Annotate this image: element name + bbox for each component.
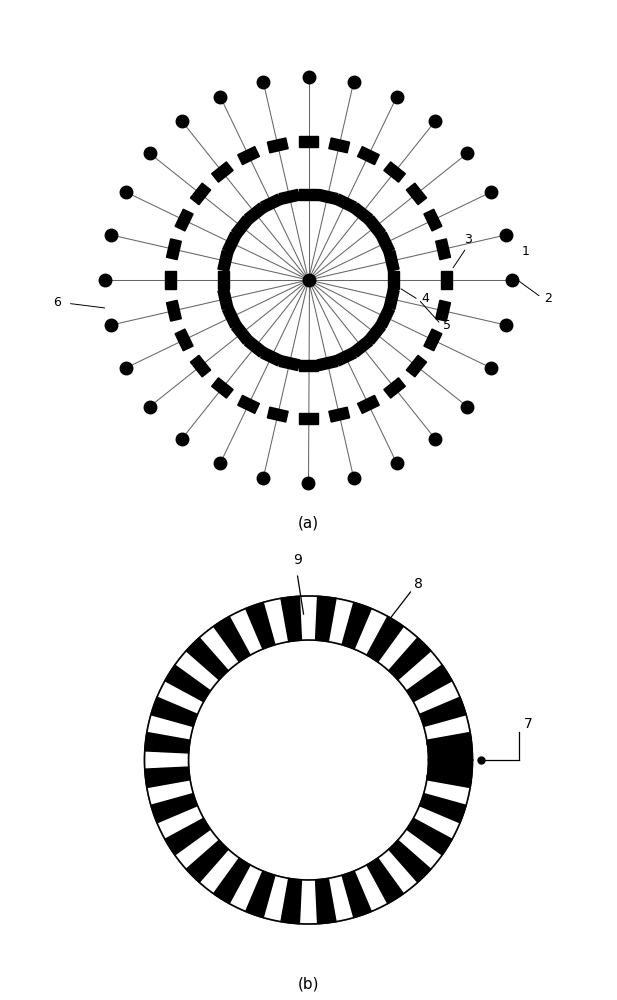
Polygon shape bbox=[238, 395, 259, 413]
Polygon shape bbox=[299, 189, 318, 200]
Polygon shape bbox=[358, 395, 379, 413]
Polygon shape bbox=[231, 609, 262, 654]
Polygon shape bbox=[355, 866, 386, 911]
Polygon shape bbox=[232, 322, 252, 344]
Polygon shape bbox=[167, 300, 181, 321]
Polygon shape bbox=[399, 830, 441, 868]
Polygon shape bbox=[399, 652, 441, 690]
Polygon shape bbox=[384, 378, 405, 398]
Polygon shape bbox=[436, 300, 450, 321]
Polygon shape bbox=[299, 136, 318, 147]
Polygon shape bbox=[176, 652, 218, 690]
Polygon shape bbox=[300, 596, 317, 640]
Text: 4: 4 bbox=[421, 292, 429, 305]
Polygon shape bbox=[175, 209, 193, 231]
Polygon shape bbox=[317, 356, 338, 371]
Polygon shape bbox=[300, 880, 317, 924]
Polygon shape bbox=[176, 830, 218, 868]
Polygon shape bbox=[201, 627, 238, 670]
Polygon shape bbox=[329, 599, 352, 644]
Polygon shape bbox=[329, 876, 352, 921]
Polygon shape bbox=[329, 138, 350, 153]
Polygon shape bbox=[351, 337, 373, 357]
Polygon shape bbox=[376, 306, 394, 328]
Polygon shape bbox=[436, 239, 450, 260]
Polygon shape bbox=[379, 627, 416, 670]
Polygon shape bbox=[355, 609, 386, 654]
Polygon shape bbox=[223, 306, 241, 328]
Polygon shape bbox=[424, 209, 442, 231]
Polygon shape bbox=[265, 876, 288, 921]
Text: 9: 9 bbox=[293, 553, 302, 567]
Polygon shape bbox=[191, 183, 210, 205]
Polygon shape bbox=[407, 183, 426, 205]
Polygon shape bbox=[329, 407, 350, 422]
Polygon shape bbox=[260, 348, 283, 366]
Text: 8: 8 bbox=[414, 577, 423, 591]
Polygon shape bbox=[265, 599, 288, 644]
Polygon shape bbox=[244, 337, 266, 357]
Text: (a): (a) bbox=[298, 515, 319, 530]
Polygon shape bbox=[175, 329, 193, 351]
Polygon shape bbox=[388, 271, 399, 289]
Polygon shape bbox=[218, 289, 233, 309]
Text: (b): (b) bbox=[298, 976, 319, 992]
Polygon shape bbox=[147, 716, 193, 739]
Polygon shape bbox=[424, 781, 470, 804]
Text: 5: 5 bbox=[443, 319, 451, 332]
Polygon shape bbox=[167, 239, 181, 260]
Polygon shape bbox=[191, 355, 210, 377]
Polygon shape bbox=[424, 716, 470, 739]
Polygon shape bbox=[424, 329, 442, 351]
Polygon shape bbox=[218, 271, 229, 289]
Polygon shape bbox=[384, 289, 399, 309]
Polygon shape bbox=[157, 807, 203, 838]
Polygon shape bbox=[351, 203, 373, 223]
Polygon shape bbox=[144, 752, 189, 768]
Polygon shape bbox=[223, 232, 241, 254]
Polygon shape bbox=[407, 355, 426, 377]
Polygon shape bbox=[267, 407, 288, 422]
Text: 7: 7 bbox=[524, 717, 533, 731]
Polygon shape bbox=[201, 850, 238, 893]
Polygon shape bbox=[212, 162, 233, 182]
Polygon shape bbox=[267, 138, 288, 153]
Polygon shape bbox=[231, 866, 262, 911]
Polygon shape bbox=[238, 147, 259, 165]
Polygon shape bbox=[157, 682, 203, 713]
Text: 6: 6 bbox=[53, 296, 61, 309]
Polygon shape bbox=[441, 271, 452, 289]
Polygon shape bbox=[165, 271, 176, 289]
Polygon shape bbox=[260, 194, 283, 212]
Polygon shape bbox=[365, 322, 385, 344]
Polygon shape bbox=[358, 147, 379, 165]
Polygon shape bbox=[244, 203, 266, 223]
Polygon shape bbox=[144, 596, 473, 924]
Polygon shape bbox=[379, 850, 416, 893]
Polygon shape bbox=[279, 189, 300, 204]
Polygon shape bbox=[279, 356, 300, 371]
Polygon shape bbox=[212, 378, 233, 398]
Polygon shape bbox=[334, 194, 357, 212]
Polygon shape bbox=[376, 232, 394, 254]
Polygon shape bbox=[414, 807, 460, 838]
Polygon shape bbox=[334, 348, 357, 366]
Polygon shape bbox=[299, 413, 318, 424]
Polygon shape bbox=[218, 251, 233, 271]
Polygon shape bbox=[414, 682, 460, 713]
Polygon shape bbox=[299, 360, 318, 371]
Text: 2: 2 bbox=[544, 292, 552, 305]
Polygon shape bbox=[317, 189, 338, 204]
Text: 1: 1 bbox=[521, 245, 529, 258]
Polygon shape bbox=[147, 781, 193, 804]
Polygon shape bbox=[384, 251, 399, 271]
Polygon shape bbox=[384, 162, 405, 182]
Text: 3: 3 bbox=[464, 233, 472, 246]
Polygon shape bbox=[365, 216, 385, 238]
Polygon shape bbox=[232, 216, 252, 238]
